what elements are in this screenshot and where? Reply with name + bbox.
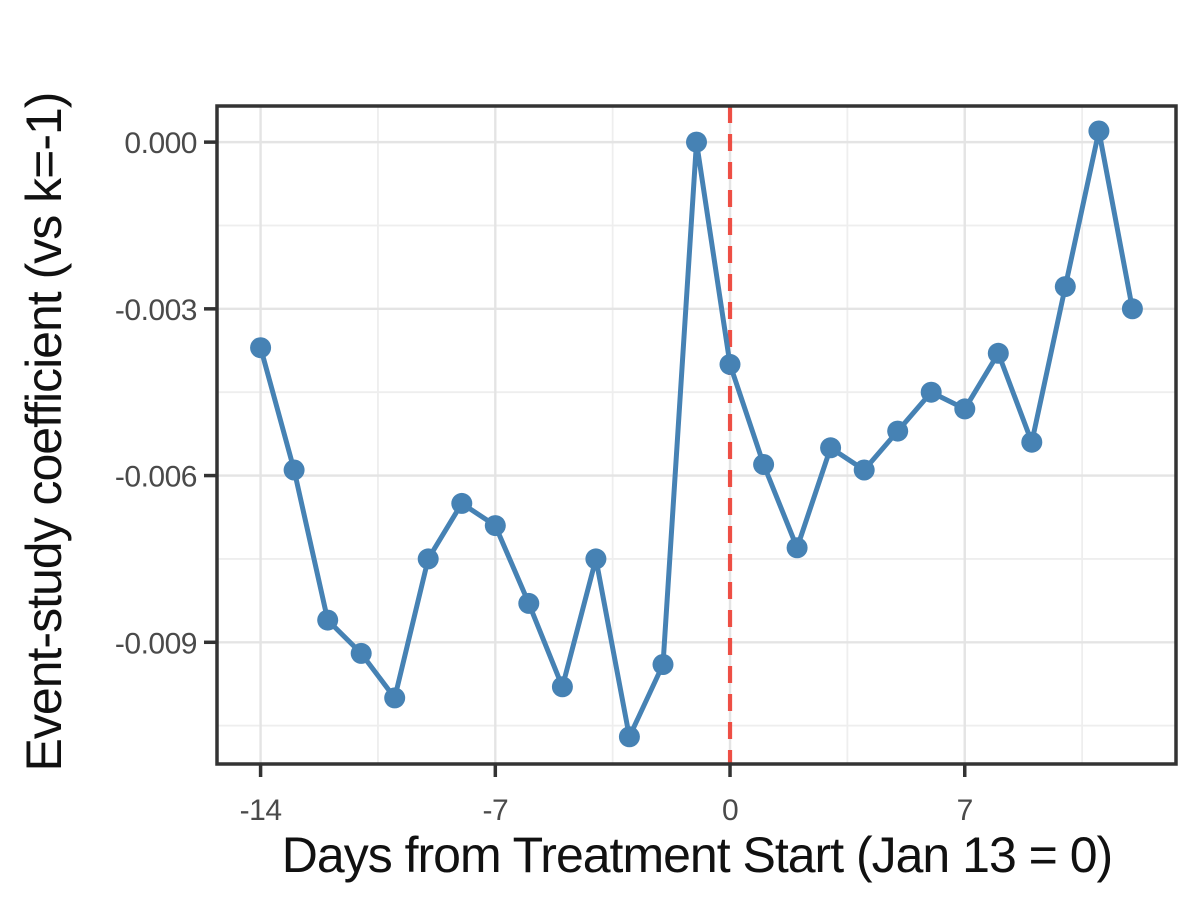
- data-point: [820, 437, 842, 459]
- data-point: [384, 687, 406, 709]
- x-tick-label: 0: [722, 794, 738, 827]
- data-point: [1054, 276, 1076, 298]
- y-tick-label: -0.009: [115, 627, 197, 660]
- data-point: [686, 131, 707, 153]
- data-point: [350, 642, 372, 664]
- y-tick-label: -0.006: [115, 461, 197, 494]
- data-point: [920, 381, 942, 403]
- data-point: [618, 726, 640, 748]
- data-point: [283, 459, 305, 481]
- data-point: [484, 515, 506, 537]
- y-tick-label: 0.000: [124, 127, 197, 160]
- line-series: [258, 128, 1135, 740]
- data-point: [250, 337, 272, 359]
- data-point: [786, 537, 808, 559]
- x-tick-label: -7: [482, 794, 508, 827]
- data-point: [1021, 431, 1043, 453]
- data-point: [652, 654, 674, 675]
- y-axis-title: Event-study coefficient (vs k=-1): [16, 92, 72, 772]
- data-point: [1088, 120, 1110, 142]
- x-tick-label: 7: [957, 794, 973, 827]
- data-point: [954, 398, 976, 420]
- data-point: [1121, 298, 1143, 320]
- data-point: [719, 353, 741, 375]
- x-tick-label: -14: [240, 794, 282, 827]
- data-point: [417, 548, 439, 570]
- data-point: [753, 454, 775, 475]
- data-point: [585, 548, 607, 570]
- data-point: [551, 676, 573, 698]
- data-point: [987, 342, 1009, 364]
- data-point: [887, 420, 909, 442]
- data-point: [317, 609, 339, 631]
- data-point: [853, 459, 875, 481]
- data-point: [518, 592, 540, 614]
- data-point: [451, 492, 473, 514]
- y-tick-label: -0.003: [115, 294, 197, 327]
- panel-border: [215, 104, 1178, 766]
- x-axis-title: Days from Treatment Start (Jan 13 = 0): [281, 827, 1113, 883]
